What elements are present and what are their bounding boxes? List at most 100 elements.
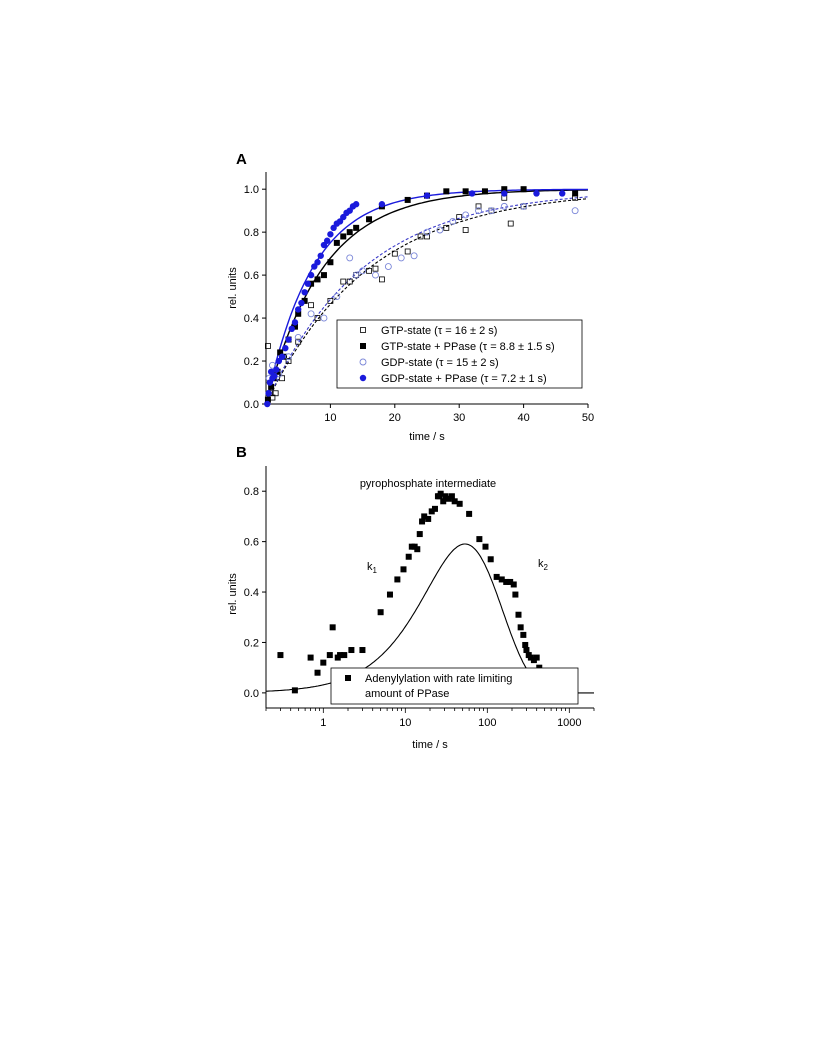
panel-a-y-tick-label: 0.6 [244,270,259,282]
panel-a-axes [265,172,588,405]
data-point-gdp-state [449,217,457,225]
data-point-adenylylation [419,518,426,525]
panel-a-x-tick-label: 40 [517,412,529,424]
data-point-gtp-state [308,302,314,309]
data-point-gdp-state-ppase [282,344,289,352]
data-point-adenylylation [329,624,336,631]
data-point-gdp-state-ppase [533,190,540,197]
data-point-adenylylation [522,641,529,648]
data-point-gdp-state [307,310,315,318]
data-point-gdp-state-ppase [273,366,280,373]
data-point-gdp-state [475,207,482,215]
legend-marker-gdp-state [359,358,367,366]
panel-a-y-tick-label: 0.8 [244,227,259,239]
annotation-k2-subscript: 2 [544,563,549,572]
data-point-gdp-state [285,353,292,361]
legend-marker-gtp-state-ppase [360,343,366,349]
annotation-pyrophosphate-intermediate: pyrophosphate intermediate [360,478,496,490]
data-point-adenylylation [377,609,384,616]
data-point-gtp-state [475,203,482,210]
data-point-adenylylation [425,515,432,522]
annotation-k1-subscript: 1 [373,566,378,575]
panel-b-x-label: time / s [412,739,448,751]
data-point-gtp-state [353,272,360,279]
data-point-gdp-state-ppase [378,201,386,208]
panel-b-y-tick-label: 0.8 [244,486,259,498]
data-point-gdp-state-ppase [314,259,321,266]
data-point-gtp-state-ppase [277,349,284,356]
data-point-gdp-state [346,254,354,262]
data-point-gdp-state-ppase [288,325,295,333]
panel-b-x-tick-label: 1000 [557,717,581,729]
data-point-adenylylation [510,581,517,588]
data-point-adenylylation [416,531,423,538]
panel-b-x-tick-label: 10 [399,717,411,729]
annotation-k2: k2 [538,558,549,572]
data-point-adenylylation [414,546,421,553]
data-point-gtp-state-ppase [404,196,411,203]
data-point-adenylylation [456,500,463,507]
panel-b-label: B [236,444,247,461]
legend-gtp-state: GTP-state (τ = 16 ± 2 s) [381,325,497,337]
data-point-gtp-state-ppase [520,186,527,193]
data-point-gtp-state-ppase [572,190,579,197]
data-point-gtp-state [340,278,347,285]
data-point-adenylylation [428,508,435,515]
data-point-gtp-state [391,250,398,257]
panel-b-y-tick-label: 0.4 [244,587,259,599]
data-point-adenylylation [405,553,412,560]
data-point-gdp-state [372,271,379,279]
data-point-gtp-state [404,248,411,255]
data-point-gtp-state [424,233,430,240]
panel-b-x-tick-label: 1 [320,717,326,729]
data-point-gdp-state-ppase [298,299,305,307]
legend-gdp-state: GDP-state (τ = 15 ± 2 s) [381,357,499,369]
data-point-adenylylation [421,513,428,520]
data-point-gdp-state [500,202,508,210]
panel-b-y-tick-label: 0.6 [244,537,259,549]
panel-a-ticks: 10 20 30 40 50 0.0 0.2 0.4 0.6 0.8 1.0 [244,184,594,424]
panel-b-data-points [277,490,575,694]
panel-a-x-label: time / s [409,431,445,443]
data-point-gtp-state [462,227,469,233]
data-point-adenylylation [341,652,348,659]
panel-a-legend-markers [359,327,367,382]
legend-adenylylation-marker [345,675,351,681]
data-point-gdp-state [352,271,360,279]
data-point-gtp-state-ppase [366,216,373,223]
data-point-gtp-state-ppase [353,224,360,231]
data-point-gdp-state-ppase [423,192,431,199]
panel-a-x-tick-label: 50 [582,412,594,424]
panel-b-y-label: rel. units [227,573,239,615]
panel-a-y-label: rel. units [227,267,239,309]
panel-a-y-tick-label: 0.0 [244,399,259,411]
data-point-adenylylation [445,495,452,502]
data-point-adenylylation [277,652,284,659]
data-point-gdp-state [423,228,431,236]
data-point-adenylylation [337,652,344,659]
data-point-adenylylation [493,573,500,580]
panel-b-y-tick-label: 0.0 [244,688,259,700]
data-point-gdp-state [410,252,418,260]
data-point-gdp-state-ppase [278,353,286,360]
data-point-adenylylation [400,566,407,573]
data-point-adenylylation [487,556,494,563]
data-point-gtp-state [285,358,292,364]
data-point-gtp-state [265,343,271,349]
data-point-adenylylation [503,578,510,585]
data-point-adenylylation [498,576,505,583]
data-point-adenylylation [431,505,438,512]
data-point-gtp-state [279,375,286,382]
data-point-gtp-state-ppase [340,233,347,240]
panel-a-legend: GTP-state (τ = 16 ± 2 s) GTP-state + PPa… [336,319,583,389]
data-point-adenylylation [348,647,355,654]
data-point-gdp-state-ppase [352,201,360,208]
data-point-gdp-state-ppase [271,372,278,380]
data-point-adenylylation [527,654,534,661]
annotation-k1: k1 [367,561,378,575]
data-point-adenylylation [291,687,298,694]
data-point-adenylylation [476,536,483,543]
data-point-gdp-state [520,202,528,210]
data-point-gdp-state [359,267,367,275]
